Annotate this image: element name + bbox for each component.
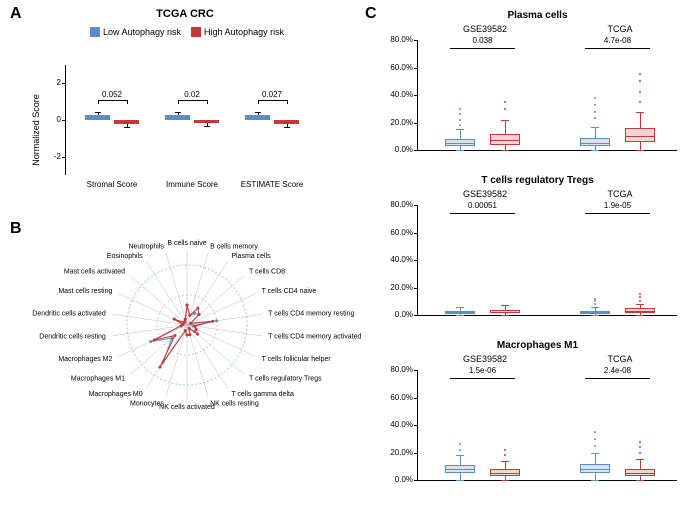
svg-text:B cells naive: B cells naive [167,240,206,247]
svg-text:Neutrophils: Neutrophils [128,243,164,250]
svg-text:Dendritic cells resting: Dendritic cells resting [39,334,106,341]
svg-text:T cells follicular helper: T cells follicular helper [262,356,332,363]
panel-b: B B cells naiveB cells memoryPlasma cell… [2,225,362,505]
svg-text:T cells CD8: T cells CD8 [249,268,285,275]
svg-text:Plasma cells: Plasma cells [231,253,271,260]
legend-low-label: Low Autophagy risk [103,27,181,37]
svg-text:Dendritic cells activated: Dendritic cells activated [32,310,106,317]
svg-text:T cells CD4 naive: T cells CD4 naive [262,288,317,295]
legend-low: Low Autophagy risk [90,27,181,37]
svg-text:Eosinophils: Eosinophils [107,253,143,260]
svg-text:T cells CD4 memory resting: T cells CD4 memory resting [268,310,354,317]
radar-chart: B cells naiveB cells memoryPlasma cellsT… [102,240,272,410]
svg-text:Monocytes: Monocytes [130,401,164,408]
panel-a: A TCGA CRC Low Autophagy risk High Autop… [20,5,350,205]
legend-high: High Autophagy risk [191,27,284,37]
svg-text:B cells memory: B cells memory [210,243,258,250]
svg-text:T cells regulatory Tregs: T cells regulatory Tregs [249,376,322,383]
svg-text:T cells CD4 memory activated: T cells CD4 memory activated [268,334,361,341]
panel-a-title: TCGA CRC [20,8,350,20]
panel-a-chart: -2020.052Stromal Score0.02Immune Score0.… [65,65,340,195]
legend-low-swatch [90,27,100,37]
svg-text:NK cells resting: NK cells resting [210,401,259,408]
svg-text:Macrophages M2: Macrophages M2 [58,356,112,363]
svg-text:Macrophages M0: Macrophages M0 [89,391,143,398]
svg-text:Mast cells resting: Mast cells resting [58,288,112,295]
panel-c: C Plasma cells0.0%20.0%40.0%60.0%80.0%GS… [370,5,695,505]
svg-text:Mast cells activated: Mast cells activated [64,268,125,275]
legend-high-swatch [191,27,201,37]
panel-a-ylabel: Normalized Score [31,94,41,166]
panel-c-letter: C [365,5,377,23]
svg-text:NK cells activated: NK cells activated [159,404,215,411]
legend-high-label: High Autophagy risk [204,27,284,37]
panel-a-legend: Low Autophagy risk High Autophagy risk [90,27,284,37]
svg-text:T cells gamma delta: T cells gamma delta [231,391,294,398]
svg-text:Macrophages M1: Macrophages M1 [71,376,125,383]
